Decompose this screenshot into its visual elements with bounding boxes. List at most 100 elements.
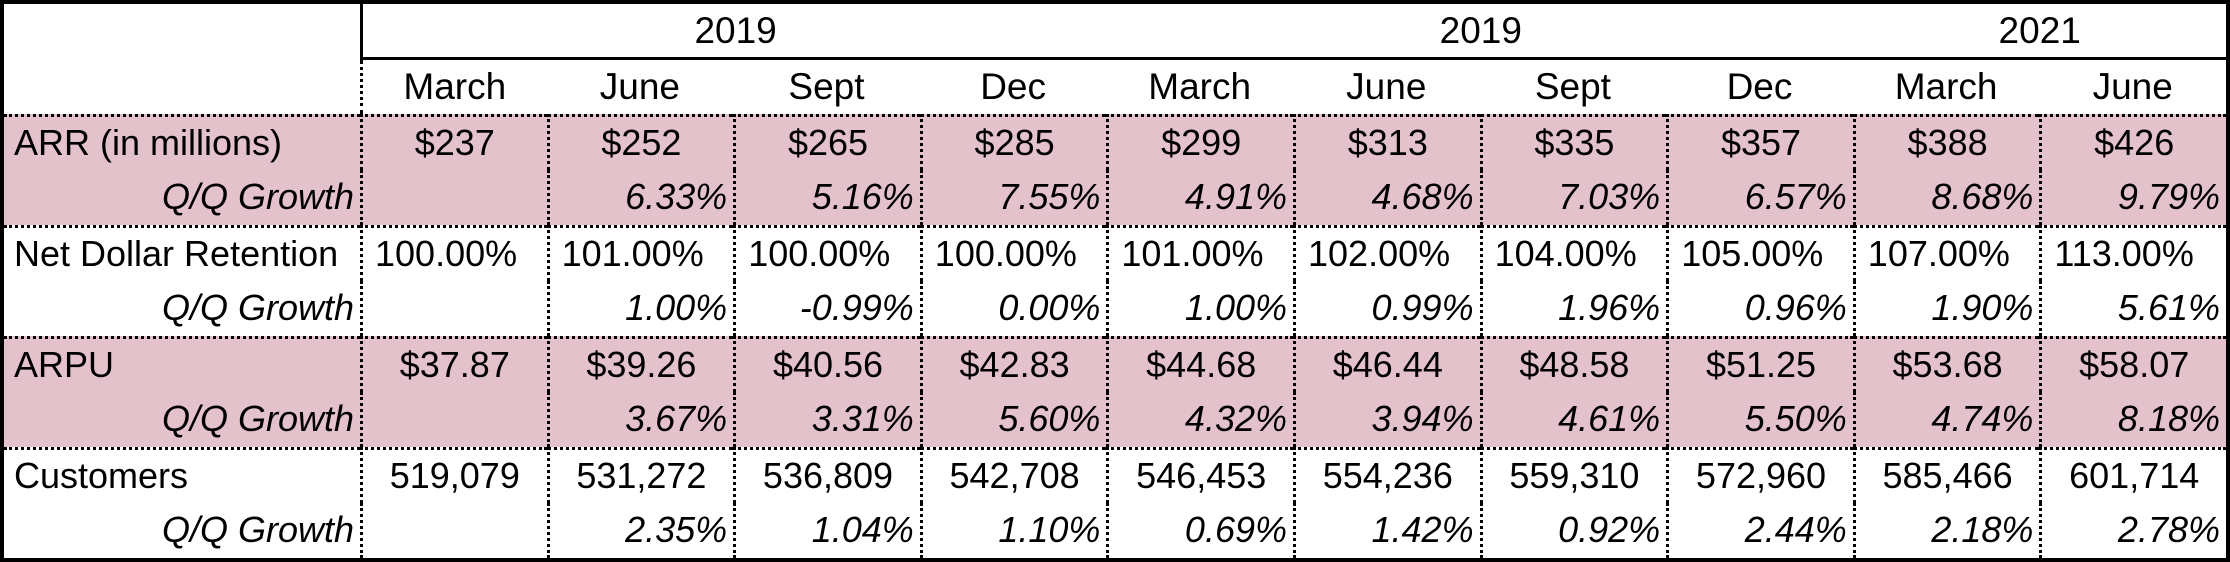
customers-growth-row-label: Q/Q Growth [161, 509, 354, 551]
net-dollar-retention-growth-value-cell: 1.90% [1852, 280, 2040, 336]
month-header-sept: Sept [788, 66, 865, 107]
customers-value-cell: 542,708 [919, 447, 1107, 503]
arr-in-millions-row-label: ARR (in millions) [4, 114, 360, 170]
arr-in-millions-growth-value-cell [360, 169, 547, 225]
month-header-dec: Dec [1726, 66, 1793, 107]
customers-growth-value-cell: 2.18% [1852, 502, 2040, 558]
arr-in-millions-value-cell: $357 [1666, 114, 1853, 170]
customers-growth-value-cell: 0.69% [1106, 502, 1293, 558]
net-dollar-retention-growth-value-cell: 5.61% [2039, 280, 2226, 336]
customers-growth-value-cell: 0.92% [1479, 502, 1667, 558]
month-header-june: June [1346, 66, 1427, 107]
month-header-sept: Sept [1534, 66, 1611, 107]
net-dollar-retention-value-cell: 104.00% [1479, 225, 1667, 281]
net-dollar-retention-row-label: Net Dollar Retention [4, 225, 360, 281]
arr-in-millions-value-cell: $313 [1293, 114, 1480, 170]
customers-value-cell: 585,466 [1852, 447, 2040, 503]
arr-in-millions-growth-value-cell: 5.16% [733, 169, 920, 225]
net-dollar-retention-value-cell: 100.00% [360, 225, 547, 281]
arr-in-millions-growth-value-cell: 4.91% [1106, 169, 1293, 225]
arpu-growth-value-cell [360, 391, 547, 447]
corner-cell [4, 4, 360, 60]
arpu-growth-value-cell: 3.94% [1293, 391, 1480, 447]
arpu-growth-value-cell: 3.31% [733, 391, 920, 447]
year-header-2019: 2019 [1439, 9, 1522, 51]
net-dollar-retention-value-cell: 102.00% [1293, 225, 1480, 281]
arpu-growth-value-cell: 5.60% [919, 391, 1107, 447]
arr-in-millions-growth-value-cell: 6.57% [1666, 169, 1853, 225]
arpu-value-cell: $42.83 [919, 336, 1107, 392]
net-dollar-retention-growth-value-cell: 1.00% [546, 280, 734, 336]
net-dollar-retention-growth-value-cell: 0.99% [1293, 280, 1480, 336]
arpu-growth-value-cell: 8.18% [2039, 391, 2226, 447]
year-header-2021: 2021 [1998, 9, 2081, 51]
arpu-value-cell: $53.68 [1852, 336, 2040, 392]
net-dollar-retention-growth-value-cell: 0.00% [919, 280, 1107, 336]
arr-in-millions-value-cell: $335 [1479, 114, 1667, 170]
net-dollar-retention-growth-value-cell: 1.96% [1479, 280, 1667, 336]
arr-in-millions-growth-value-cell: 4.68% [1293, 169, 1480, 225]
arpu-growth-value-cell: 4.32% [1106, 391, 1293, 447]
month-header-march: March [360, 60, 547, 114]
arpu-value-cell: $40.56 [733, 336, 920, 392]
month-header-march: March [1894, 66, 1998, 107]
month-header-june: June [599, 66, 680, 107]
arr-in-millions-value-cell: $237 [360, 114, 547, 170]
net-dollar-retention-growth-row-label: Q/Q Growth [161, 287, 354, 329]
month-header-row: March June Sept Dec March June Sept Dec March Jun… [4, 60, 2226, 114]
customers-growth-value-cell [360, 502, 547, 558]
month-header-march: March [1148, 66, 1252, 107]
customers-growth-value-cell: 1.10% [919, 502, 1107, 558]
customers-value-cell: 601,714 [2039, 447, 2226, 503]
year-header-band: 2019 2019 2021 [360, 4, 2226, 60]
arr-in-millions-growth-value-cell: 7.55% [919, 169, 1107, 225]
arr-in-millions-growth-value-cell: 7.03% [1479, 169, 1667, 225]
net-dollar-retention-growth-value-cell: 0.96% [1666, 280, 1853, 336]
arpu-growth-value-cell: 4.61% [1479, 391, 1667, 447]
net-dollar-retention-value-cell: 100.00% [733, 225, 920, 281]
arr-in-millions-growth-value-cell: 6.33% [546, 169, 734, 225]
arpu-growth-value-cell: 4.74% [1852, 391, 2040, 447]
customers-growth-value-cell: 1.04% [733, 502, 920, 558]
customers-value-cell: 546,453 [1106, 447, 1293, 503]
net-dollar-retention-value-cell: 101.00% [1106, 225, 1293, 281]
month-header-june: June [2092, 66, 2173, 107]
month-header-spacer-cell [4, 60, 360, 114]
arpu-value-cell: $58.07 [2039, 336, 2226, 392]
net-dollar-retention-value-cell: 113.00% [2039, 225, 2226, 281]
arpu-growth-value-cell: 5.50% [1666, 391, 1853, 447]
year-header-2019: 2019 [694, 9, 777, 51]
metrics-data-grid: ARR (in millions) $237 $252 $265 $285 $299 $31… [4, 114, 2226, 558]
customers-value-cell: 554,236 [1293, 447, 1480, 503]
net-dollar-retention-value-cell: 101.00% [546, 225, 734, 281]
net-dollar-retention-growth-value-cell: 1.00% [1106, 280, 1293, 336]
arr-in-millions-growth-value-cell: 9.79% [2039, 169, 2226, 225]
net-dollar-retention-value-cell: 105.00% [1666, 225, 1853, 281]
arr-in-millions-value-cell: $426 [2039, 114, 2226, 170]
arr-in-millions-value-cell: $252 [546, 114, 734, 170]
customers-value-cell: 531,272 [546, 447, 734, 503]
arpu-growth-value-cell: 3.67% [546, 391, 734, 447]
customers-value-cell: 519,079 [360, 447, 547, 503]
arpu-row-label: ARPU [4, 336, 360, 392]
month-header-dec: Dec [980, 66, 1046, 107]
arr-in-millions-growth-value-cell: 8.68% [1852, 169, 2040, 225]
customers-value-cell: 559,310 [1479, 447, 1667, 503]
net-dollar-retention-growth-value-cell [360, 280, 547, 336]
customers-growth-value-cell: 1.42% [1293, 502, 1480, 558]
net-dollar-retention-value-cell: 100.00% [919, 225, 1107, 281]
customers-row-label: Customers [4, 447, 360, 503]
arpu-value-cell: $39.26 [546, 336, 734, 392]
arr-in-millions-value-cell: $388 [1852, 114, 2040, 170]
arpu-value-cell: $46.44 [1293, 336, 1480, 392]
arpu-value-cell: $48.58 [1479, 336, 1667, 392]
year-header-row: 2019 2019 2021 [4, 4, 2226, 60]
customers-growth-value-cell: 2.44% [1666, 502, 1853, 558]
arr-in-millions-value-cell: $265 [733, 114, 920, 170]
customers-value-cell: 536,809 [733, 447, 920, 503]
net-dollar-retention-growth-value-cell: -0.99% [733, 280, 920, 336]
arpu-value-cell: $51.25 [1666, 336, 1853, 392]
customers-growth-value-cell: 2.78% [2039, 502, 2226, 558]
arpu-growth-row-label: Q/Q Growth [4, 391, 360, 447]
